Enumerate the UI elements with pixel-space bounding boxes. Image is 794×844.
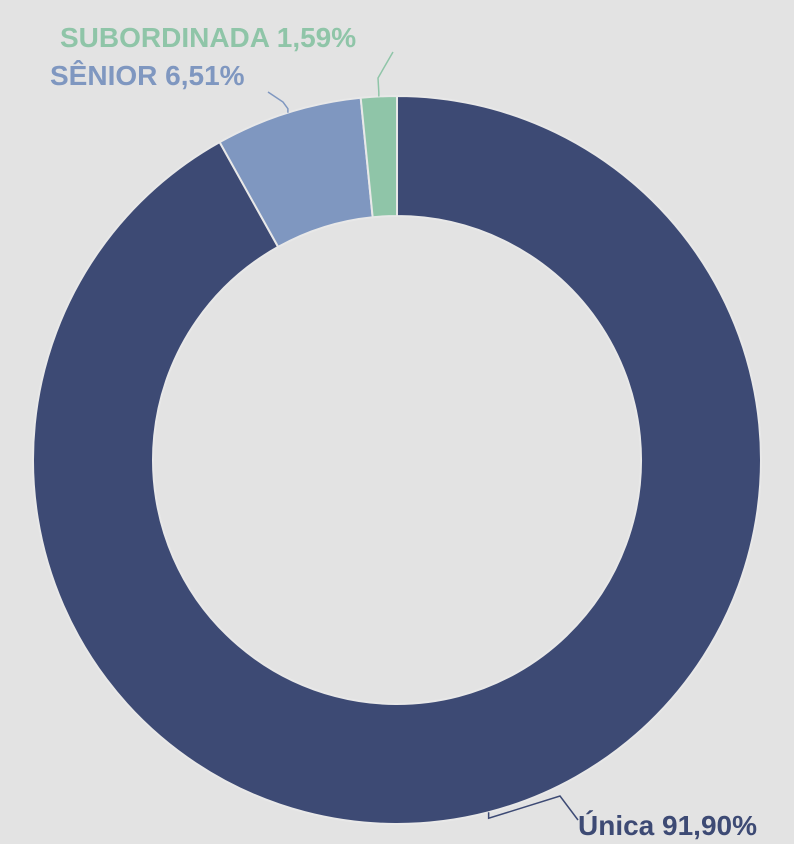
data-label: SÊNIOR 6,51% bbox=[50, 60, 245, 91]
leader-line bbox=[267, 91, 289, 113]
leader-line bbox=[487, 795, 579, 821]
value-label: 6,51% bbox=[165, 60, 244, 91]
category-label: SÊNIOR bbox=[50, 60, 157, 91]
value-label: 1,59% bbox=[277, 22, 356, 53]
category-label: Única bbox=[578, 810, 655, 841]
donut-segment bbox=[359, 94, 398, 219]
data-label: Única 91,90% bbox=[578, 810, 757, 841]
leader-line bbox=[377, 51, 394, 97]
category-label: SUBORDINADA bbox=[60, 22, 270, 53]
value-label: 91,90% bbox=[662, 810, 757, 841]
donut-segment bbox=[32, 94, 762, 825]
data-label: SUBORDINADA 1,59% bbox=[60, 22, 356, 53]
